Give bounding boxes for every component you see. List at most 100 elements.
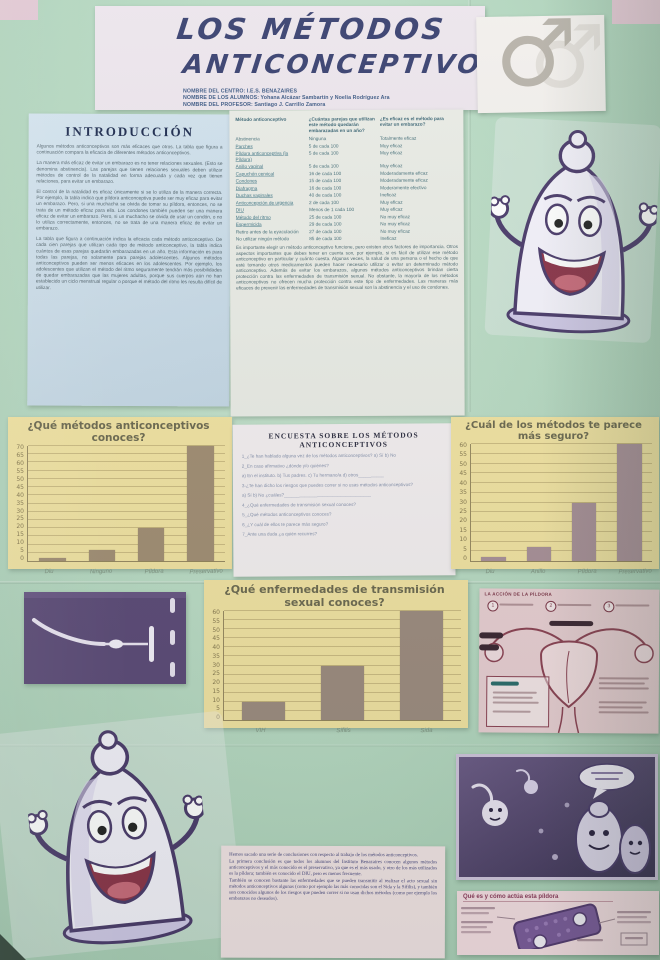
caption-line (492, 696, 533, 699)
table-cell-method: No utilizar ningún método (235, 235, 290, 242)
x-tick-label: Diu (44, 568, 54, 576)
bar (39, 557, 66, 561)
table-row: Parches 5 de cada 100 Muy eficaz (235, 142, 457, 149)
y-tick-label: 35 (16, 499, 24, 507)
chart-enfermedades-ets: ¿Qué enfermedades de transmisión sexual … (204, 580, 468, 744)
y-tick-label: 10 (16, 539, 24, 547)
conclusion-paragraph: La primera conclusión es que todos los a… (229, 858, 438, 877)
survey-question: a) En el instituto. b) Tus padres. c) Tu… (241, 472, 384, 479)
table-cell-pregnancies: 27 de cada 100 (309, 228, 342, 234)
y-tick-label: 5 (463, 545, 467, 553)
gridline (28, 551, 225, 553)
table-cell-pregnancies: 15 de cada 100 (308, 177, 342, 184)
y-tick-label: 70 (16, 444, 24, 451)
survey-question: 6_¿Y cuál de ellos te parece más seguro? (242, 521, 329, 527)
table-cell-efficacy: Moderamente efectivo (380, 184, 427, 191)
y-tick-label: 0 (463, 555, 467, 563)
y-tick-label: 45 (212, 635, 220, 643)
bars-group (224, 611, 461, 720)
y-tick-label: 20 (212, 679, 220, 687)
y-tick-label: 50 (459, 460, 467, 468)
y-tick-label: 30 (459, 498, 467, 506)
table-cell-method: Anillo vaginal (235, 163, 264, 170)
table-row: DIU Menos de 1 cada 100 Muy eficaz (236, 206, 458, 213)
y-tick-label: 35 (212, 652, 220, 660)
table-footer-paragraph: Es importante elegir un método anticonce… (235, 243, 459, 291)
intro-paragraph: La manera más eficaz de evitar un embara… (36, 160, 223, 185)
table-cell-efficacy: Muy eficaz (380, 199, 403, 205)
chart-paper: ¿Qué métodos anticonceptivos conoces? 70… (8, 417, 232, 569)
table-cell-pregnancies: 25 de cada 100 (309, 213, 342, 220)
gridline (471, 550, 652, 552)
table-header-cell: Método anticonceptivo (235, 116, 287, 122)
gridline (471, 511, 652, 513)
bars-group (471, 444, 652, 561)
gridline (471, 501, 652, 503)
y-tick-label: 15 (459, 526, 467, 534)
y-tick-label: 25 (459, 507, 467, 515)
table-cell-method: Condones (235, 178, 258, 184)
y-tick-label: 50 (212, 626, 220, 634)
plot-area (27, 445, 225, 562)
y-tick-label: 40 (16, 491, 24, 499)
bars-group (28, 446, 225, 561)
table-cell-efficacy: Moderadamente eficaz (380, 170, 428, 176)
methods-table: Método anticonceptivo ¿Cuántas parejas qu… (235, 116, 458, 242)
condoms-sperm-cartoon (456, 754, 658, 880)
methods-table-wrap: Método anticonceptivo ¿Cuántas parejas qu… (235, 116, 458, 411)
conclusions-body: Hemos sacado una serie de conclusiones c… (229, 852, 437, 953)
table-cell-method: Espermicida (235, 221, 262, 228)
plot-area (470, 443, 652, 562)
condom-cartoon-icon (484, 117, 660, 343)
pill-note-title: Qué es y cómo actúa esta píldora (463, 894, 613, 902)
title-meta-line: NOMBRE DEL PROFESOR: Santiago J. Carrill… (183, 101, 326, 108)
chart-paper: ¿Cuál de los métodos te parece más segur… (451, 417, 659, 569)
table-cell-efficacy: Muy eficaz (380, 162, 403, 169)
table-row: Diafragma 16 de cada 100 Moderamente efect… (236, 184, 458, 191)
x-tick-label: Anillo (530, 568, 546, 576)
methods-table-paper: Método anticonceptivo ¿Cuántas parejas qu… (229, 109, 465, 417)
gridline (471, 462, 652, 464)
intro-paragraph: La tabla que figura a continuación indic… (35, 236, 223, 291)
y-tick-label: 65 (16, 451, 24, 459)
y-axis: 70 65 60 55 50 45 40 35 30 25 20 15 10 5 0 (12, 444, 27, 562)
x-axis-labels: VIH Sífilis Sida (204, 728, 468, 744)
x-tick-label: Píldora (144, 568, 164, 576)
table-cell-efficacy: Muy eficaz (380, 206, 403, 212)
y-tick-label: 40 (212, 644, 220, 652)
title-meta-block: NOMBRE DEL CENTRO: I.E.S. BENAZAIRES NOMB… (183, 88, 483, 110)
tape-strip (612, 0, 660, 24)
table-cell-efficacy: Totalmente eficaz (379, 135, 417, 142)
male-symbol-paper: ♂ ♂ (476, 0, 607, 114)
survey-question: 7_Ante una duda ¿a quién recurres? (242, 531, 318, 537)
gridline (224, 637, 461, 639)
iud-device-icon (24, 592, 186, 684)
gridline (224, 619, 461, 621)
survey-title: ENCUESTA SOBRE LOS MÉTODOS ANTICONCEPTIV… (268, 430, 419, 450)
pill-note-paper: Qué es y cómo actúa esta píldora (457, 891, 659, 955)
caption-line (598, 711, 649, 714)
gridline (28, 486, 225, 488)
gridline (28, 502, 225, 504)
title-meta-line: NOMBRE DE LOS ALUMNOS: Yohana Alcázar Sa… (183, 94, 390, 101)
table-cell-efficacy: No muy eficaz (380, 213, 410, 220)
y-axis: 60 55 50 45 40 35 30 25 20 15 10 5 0 (208, 609, 223, 722)
caption-line (557, 603, 592, 606)
table-cell-efficacy: Ineficaz (380, 235, 397, 241)
bar (321, 665, 364, 720)
bar (400, 611, 443, 720)
title-meta-line: NOMBRE DEL CENTRO: I.E.S. BENAZAIRES (183, 88, 298, 94)
gridline (28, 494, 225, 496)
x-tick-label: Diu (485, 568, 495, 576)
bar (617, 444, 642, 561)
gridline (224, 610, 461, 611)
chart-metodos-conocidos: ¿Qué métodos anticonceptivos conoces? 70… (8, 417, 232, 585)
y-tick-label: 15 (212, 687, 220, 695)
table-cell-method: Abstinencia (235, 136, 260, 142)
y-tick-label: 45 (16, 483, 24, 491)
table-cell-efficacy: Muy eficaz (379, 142, 403, 149)
y-tick-label: 60 (212, 609, 220, 616)
y-tick-label: 0 (216, 714, 220, 722)
x-axis-labels: Diu Ninguno Píldora Preservativo (8, 568, 232, 585)
